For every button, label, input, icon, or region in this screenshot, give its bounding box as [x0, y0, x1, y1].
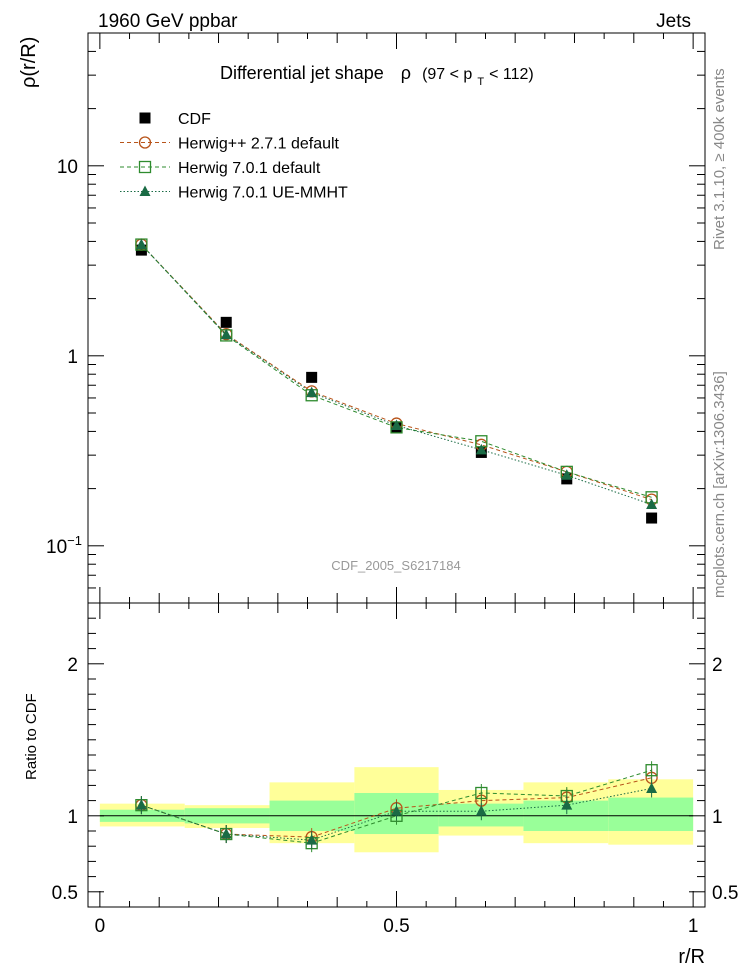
ratio-frame: [87, 602, 706, 908]
ratio-band-inner-6: [608, 797, 694, 831]
legend-label-0: CDF: [178, 111, 211, 128]
analysis-watermark: CDF_2005_S6217184: [331, 558, 460, 573]
main-point-3-4: [475, 443, 487, 455]
legend-label-3: Herwig 7.0.1 UE-MMHT: [178, 185, 348, 202]
ratio-ytick-label: 2: [67, 655, 78, 676]
ratio-xtick-label: 1: [688, 916, 699, 937]
rivet-label: Rivet 3.1.10, ≥ 400k events: [711, 68, 728, 250]
plot-title-cut: (97 < p: [422, 66, 472, 83]
main-point-0-2: [306, 371, 318, 383]
main-series-line-3: [141, 244, 652, 505]
plot-title-variable: ρ: [401, 63, 411, 83]
main-point-3-0: [135, 238, 147, 250]
ratio-point-2-6: [646, 782, 658, 793]
ratio-ytick-label: 0.5: [52, 883, 78, 904]
ratio-xtick-label: 0: [95, 916, 106, 937]
category-label: Jets: [656, 11, 691, 32]
ratio-ytick-label-right: 1: [712, 807, 723, 828]
legend-marker-3: [139, 185, 151, 196]
ratio-ytick-label: 1: [67, 807, 78, 828]
ratio-point-2-2: [306, 834, 318, 845]
main-point-3-1: [220, 328, 232, 340]
main-point-0-6: [646, 512, 658, 524]
ratio-uncertainty-bands: [99, 767, 694, 853]
ratio-point-2-5: [561, 799, 573, 810]
main-ytick-label: 10: [57, 157, 78, 178]
xlabel: r/R: [678, 946, 705, 968]
ratio-ytick-label-right: 0.5: [712, 883, 738, 904]
main-point-3-3: [391, 419, 402, 430]
energy-label: 1960 GeV ppbar: [98, 11, 238, 32]
ratio-xtick-label: 0.5: [383, 916, 409, 937]
legend: CDF Herwig++ 2.7.1 default Herwig 7.0.1 de…: [120, 111, 348, 202]
plot-title-main: Differential jet shape: [220, 63, 384, 83]
main-point-3-2: [306, 386, 318, 398]
ratio-point-1-6: [645, 764, 658, 777]
legend-label-2: Herwig 7.0.1 default: [178, 160, 321, 177]
mcplots-label: mcplots.cern.ch [arXiv:1306.3436]: [711, 371, 728, 598]
main-point-3-5: [561, 469, 573, 480]
ratio-point-2-4: [475, 805, 487, 816]
ratio-ylabel: Ratio to CDF: [23, 693, 40, 780]
main-ytick-label: 1: [67, 347, 78, 368]
plot-title: Differential jet shape ρ (97 < p T < 112…: [220, 63, 534, 89]
ratio-point-2-0: [135, 799, 147, 810]
ratio-ytick-label-right: 2: [712, 655, 723, 676]
plot-title-cut-end: < 112): [489, 66, 534, 83]
ratio-point-2-1: [220, 828, 232, 839]
plot-title-cut-sub: T: [477, 76, 484, 88]
main-ylabel: ρ(r/R): [18, 37, 40, 88]
legend-marker-2: [138, 160, 152, 174]
main-point-0-1: [220, 316, 232, 328]
main-series-lines: [141, 244, 652, 505]
ratio-point-1-4: [475, 786, 488, 800]
legend-marker-1: [138, 136, 152, 149]
main-point-3-6: [646, 498, 658, 509]
legend-label-1: Herwig++ 2.7.1 default: [178, 136, 340, 153]
ratio-axes: 0.5 0.5 1 1 2 2 0 0.5 1: [52, 602, 738, 937]
main-axes: 10−1 1 10: [46, 32, 706, 604]
main-series-markers: [135, 238, 658, 524]
main-series-line-2: [141, 244, 652, 498]
ratio-point-2-3: [391, 805, 402, 816]
legend-marker-0: [139, 112, 151, 124]
ratio-series-markers: [135, 761, 658, 853]
main-ytick-label: 10−1: [46, 533, 82, 558]
main-series-line-1: [141, 244, 652, 501]
